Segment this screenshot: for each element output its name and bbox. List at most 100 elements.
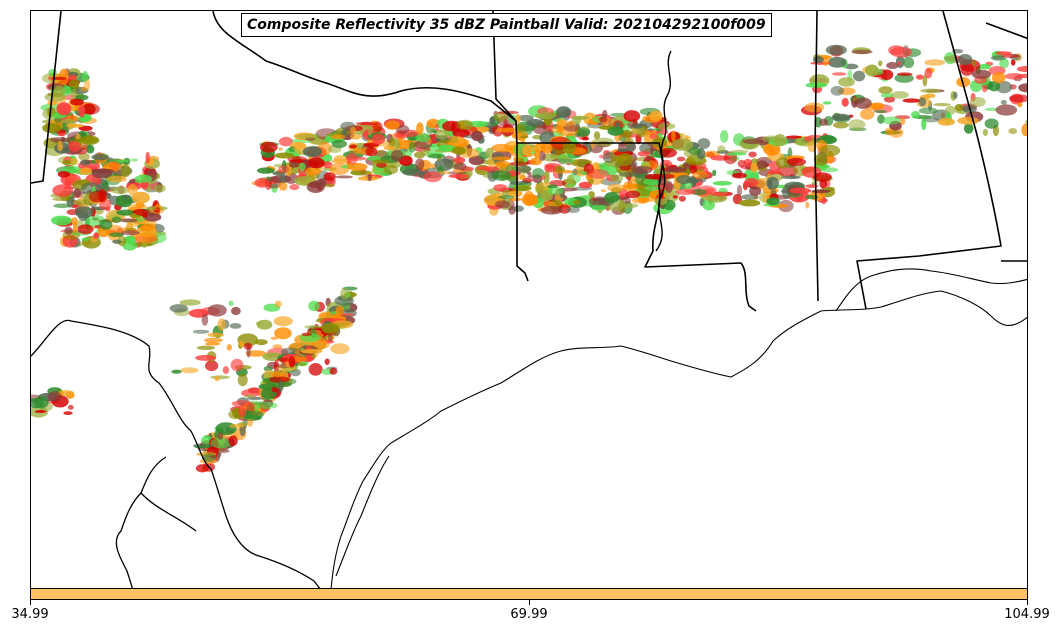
paintball-blob bbox=[179, 299, 201, 306]
paintball-blob bbox=[321, 322, 340, 334]
paintball-blob bbox=[991, 72, 1006, 84]
paintball-blob bbox=[207, 332, 225, 338]
paintball-blob bbox=[519, 174, 527, 180]
paintball-blob bbox=[302, 146, 323, 158]
paintball-blob bbox=[408, 141, 416, 153]
paintball-blob bbox=[644, 130, 652, 142]
paintball-blob bbox=[1002, 54, 1020, 58]
colorbar-tick bbox=[30, 600, 31, 605]
paintball-blob bbox=[88, 190, 106, 203]
paintball-blob bbox=[72, 221, 78, 233]
paintball-blob bbox=[738, 199, 761, 207]
paintball-blob bbox=[73, 188, 82, 198]
paintball-blob bbox=[775, 157, 790, 169]
paintball-blob bbox=[623, 110, 641, 122]
paintball-blob bbox=[890, 91, 909, 99]
paintball-blob bbox=[350, 126, 357, 135]
paintball-blob bbox=[78, 152, 90, 161]
paintball-blob bbox=[865, 64, 879, 77]
paintball-blob bbox=[308, 363, 323, 376]
paintball-blob bbox=[1018, 83, 1027, 93]
paintball-blob bbox=[312, 179, 327, 189]
paintball-blob bbox=[903, 56, 915, 69]
paintball-blob bbox=[766, 176, 779, 190]
paintball-blob bbox=[495, 160, 511, 168]
paintball-blob bbox=[153, 184, 166, 193]
paintball-blob bbox=[841, 97, 849, 107]
paintball-blob bbox=[819, 118, 829, 127]
paintball-blob bbox=[427, 153, 446, 159]
paintball-blob bbox=[414, 151, 426, 159]
paintball-blob bbox=[1000, 99, 1007, 105]
paintball-blob bbox=[877, 114, 885, 124]
paintball-blob bbox=[228, 300, 234, 306]
paintball-blob bbox=[672, 195, 678, 199]
paintball-blob bbox=[483, 166, 500, 172]
paintball-blob bbox=[333, 155, 347, 163]
paintball-blob bbox=[448, 174, 469, 179]
paintball-blob bbox=[81, 237, 90, 242]
paintball-blob bbox=[743, 158, 752, 166]
paintball-blob bbox=[509, 197, 523, 202]
paintball-blob bbox=[145, 151, 150, 164]
paintball-blob bbox=[143, 212, 162, 222]
paintball-blob bbox=[538, 150, 546, 161]
paintball-blob bbox=[385, 120, 400, 130]
paintball-blob bbox=[192, 329, 210, 334]
paintball-blob bbox=[155, 206, 161, 214]
paintball-blob bbox=[830, 85, 845, 96]
paintball-blob bbox=[437, 170, 451, 175]
paintball-blob bbox=[238, 406, 247, 417]
paintball-blob bbox=[763, 143, 781, 156]
paintball-blob bbox=[367, 124, 373, 137]
paintball-blob bbox=[308, 157, 325, 169]
paintball-blob bbox=[833, 121, 849, 129]
paintball-blob bbox=[256, 401, 278, 409]
paintball-blob bbox=[712, 169, 717, 177]
paintball-blob bbox=[756, 160, 768, 169]
paintball-blob bbox=[883, 96, 896, 103]
paintball-blob bbox=[838, 77, 855, 87]
paintball-blob bbox=[61, 136, 66, 142]
paintball-blob bbox=[924, 59, 946, 66]
paintball-blob bbox=[860, 108, 875, 120]
paintball-blob bbox=[823, 134, 834, 144]
coastline bbox=[330, 290, 1027, 588]
paintball-blob bbox=[553, 165, 565, 173]
paintball-blob bbox=[894, 73, 914, 83]
paintball-blob bbox=[57, 140, 63, 152]
paintball-blob bbox=[53, 203, 72, 209]
paintball-blob bbox=[257, 167, 275, 174]
paintball-blob bbox=[304, 325, 322, 329]
paintball-blob bbox=[675, 189, 697, 195]
paintball-blob bbox=[330, 343, 350, 355]
paintball-blob bbox=[558, 152, 576, 164]
paintball-blob bbox=[878, 60, 883, 67]
paintball-blob bbox=[999, 57, 1009, 69]
paintball-blob bbox=[900, 117, 906, 125]
paintball-blob bbox=[237, 373, 248, 387]
paintball-blob bbox=[785, 135, 802, 139]
paintball-blob bbox=[201, 313, 209, 326]
paintball-blob bbox=[543, 171, 550, 185]
paintball-blob bbox=[821, 196, 827, 205]
paintball-blob bbox=[882, 116, 901, 125]
paintball-blob bbox=[217, 318, 226, 332]
paintball-blob bbox=[63, 411, 73, 415]
paintball-blob bbox=[750, 162, 759, 173]
paintball-blob bbox=[330, 134, 346, 140]
paintball-blob bbox=[301, 332, 312, 337]
paintball-blob bbox=[416, 122, 424, 136]
paintball-blob bbox=[617, 153, 634, 167]
paintball-blob bbox=[749, 186, 762, 197]
paintball-blob bbox=[717, 145, 726, 153]
paintball-blob bbox=[957, 54, 973, 66]
paintball-blob bbox=[78, 125, 93, 131]
paintball-blob bbox=[878, 86, 893, 94]
paintball-blob bbox=[56, 102, 72, 116]
paintball-blob bbox=[31, 398, 44, 409]
paintball-blob bbox=[139, 223, 155, 232]
paintball-blob bbox=[115, 159, 129, 163]
mississippi-river bbox=[655, 50, 672, 252]
paintball-blob bbox=[318, 311, 333, 319]
